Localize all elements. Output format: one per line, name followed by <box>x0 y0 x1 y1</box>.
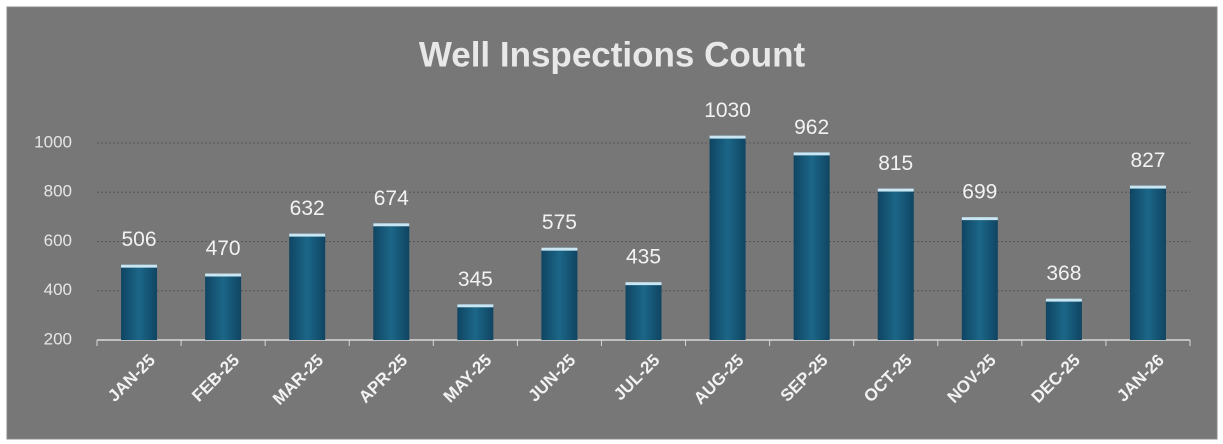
bar-cap <box>709 135 746 139</box>
bar <box>289 233 326 340</box>
bar-cap <box>793 152 830 156</box>
bar <box>121 264 158 340</box>
bar-cap <box>205 273 242 277</box>
bar-cap <box>625 282 662 286</box>
bar <box>541 247 578 340</box>
bar <box>961 217 998 340</box>
value-label: 368 <box>1046 262 1081 285</box>
bar <box>877 188 914 340</box>
value-label: 345 <box>458 268 493 291</box>
bar <box>373 223 410 340</box>
bar-cap <box>121 264 158 268</box>
value-label: 435 <box>626 246 661 269</box>
bar-cap <box>541 247 578 251</box>
bar-cap <box>1045 298 1082 302</box>
chart-title: Well Inspections Count <box>419 35 806 74</box>
value-label: 575 <box>542 211 577 234</box>
value-label: 962 <box>794 116 829 139</box>
bar-cap <box>1129 185 1166 189</box>
y-tick-label: 1000 <box>34 132 72 151</box>
bar-cap <box>877 188 914 192</box>
bar <box>1129 185 1166 340</box>
y-tick-label: 600 <box>44 231 72 250</box>
bar-cap <box>289 233 326 237</box>
value-label: 506 <box>122 228 157 251</box>
value-label: 470 <box>206 237 241 260</box>
bar <box>457 304 494 340</box>
y-tick-label: 400 <box>44 280 72 299</box>
bar-cap <box>373 223 410 227</box>
bar <box>1045 298 1082 340</box>
bar-cap <box>457 304 494 308</box>
value-label: 674 <box>374 187 409 210</box>
value-label: 815 <box>878 152 913 175</box>
bar <box>793 152 830 340</box>
bar <box>709 135 746 340</box>
y-tick-label: 200 <box>44 329 72 348</box>
y-tick-label: 800 <box>44 182 72 201</box>
value-label: 827 <box>1130 149 1165 172</box>
bar <box>205 273 242 340</box>
bar <box>625 282 662 340</box>
value-label: 699 <box>962 181 997 204</box>
chart-background <box>6 6 1218 440</box>
value-label: 632 <box>290 197 325 220</box>
bar-cap <box>961 217 998 221</box>
value-label: 1030 <box>704 99 751 122</box>
